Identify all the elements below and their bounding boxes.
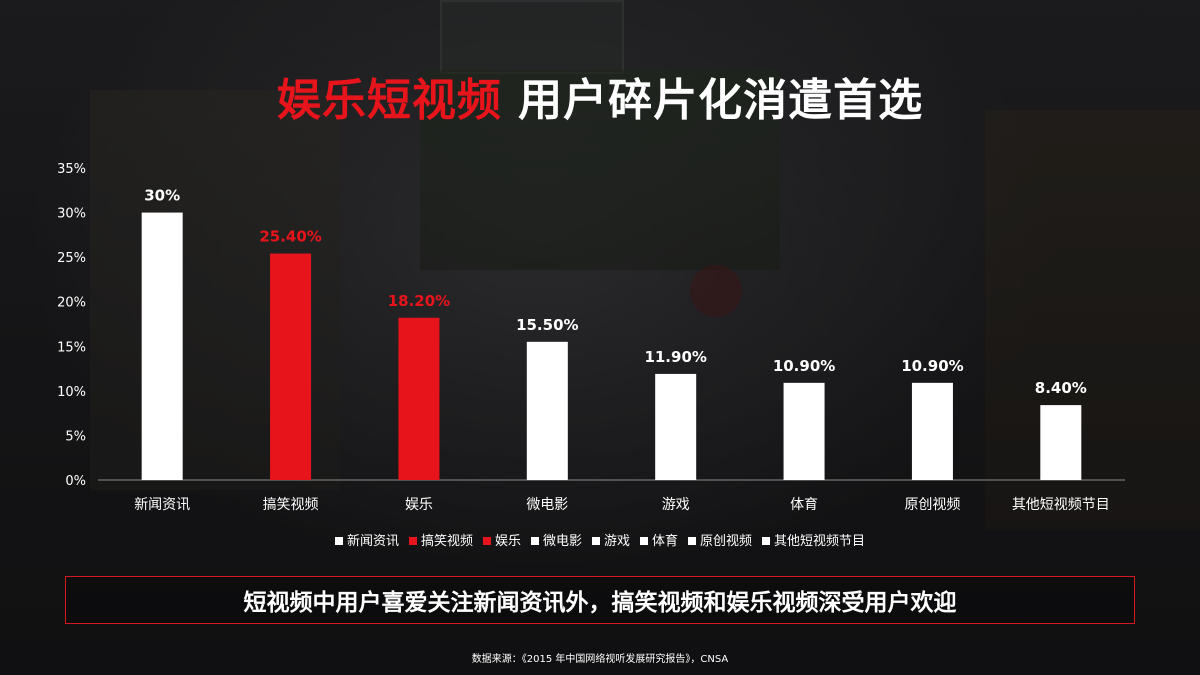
- x-category-label: 搞笑视频: [263, 497, 319, 513]
- bar-value-label: 8.40%: [1035, 379, 1087, 397]
- legend-item: 原创视频: [688, 530, 752, 549]
- bar-0: [141, 212, 183, 481]
- x-category-label: 体育: [790, 497, 818, 513]
- bar-6: [911, 382, 953, 480]
- bar-value-label: 25.40%: [259, 228, 321, 246]
- x-category-label: 原创视频: [904, 497, 960, 513]
- y-tick-label: 35%: [57, 162, 86, 177]
- data-source-note: 数据来源：《2015 年中国网络视听发展研究报告》，CNSA: [471, 654, 729, 665]
- legend-label: 体育: [652, 534, 679, 549]
- legend-item: 体育: [640, 530, 678, 549]
- bar-5: [783, 382, 825, 480]
- legend-swatch: [592, 536, 600, 545]
- legend-label: 其他短视频节目: [774, 534, 866, 549]
- street-sign: [440, 0, 624, 74]
- legend-label: 新闻资讯: [346, 534, 399, 549]
- legend-label: 搞笑视频: [420, 534, 473, 549]
- x-category-label: 娱乐: [405, 497, 433, 513]
- center-movie-poster: [420, 70, 780, 270]
- bar-7: [1040, 405, 1082, 480]
- y-tick-label: 20%: [57, 296, 86, 311]
- bar-3: [526, 341, 568, 480]
- legend-item: 娱乐: [482, 530, 521, 549]
- y-tick-label: 5%: [65, 429, 86, 444]
- legend-item: 搞笑视频: [408, 530, 473, 549]
- title-highlight: 娱乐短视频: [276, 75, 502, 126]
- legend-item: 其他短视频节目: [762, 530, 865, 549]
- legend-label: 微电影: [542, 534, 582, 549]
- bar-value-label: 18.20%: [388, 292, 450, 310]
- bar-value-label: 30%: [144, 187, 180, 205]
- bar-1: [270, 253, 312, 480]
- x-category-label: 新闻资讯: [134, 497, 190, 513]
- bar-value-label: 15.50%: [516, 316, 578, 334]
- y-tick-label: 10%: [57, 385, 86, 400]
- legend-item: 微电影: [530, 530, 582, 549]
- x-category-label: 其他短视频节目: [1012, 497, 1110, 513]
- x-category-label: 微电影: [526, 497, 568, 513]
- y-tick-label: 0%: [65, 474, 86, 489]
- legend-swatch: [762, 536, 771, 545]
- legend-swatch: [530, 536, 539, 545]
- x-category-label: 游戏: [662, 497, 690, 513]
- legend-swatch: [334, 536, 343, 545]
- legend-label: 游戏: [604, 534, 631, 549]
- callout-box: 短视频中用户喜爱关注新闻资讯外，搞笑视频和娱乐视频深受用户欢迎: [65, 576, 1135, 624]
- legend-swatch: [688, 536, 697, 545]
- title-rest: 用户碎片化消遣首选: [518, 75, 924, 126]
- bar-value-label: 11.90%: [644, 348, 706, 366]
- y-tick-label: 30%: [57, 207, 86, 222]
- y-tick-label: 25%: [57, 251, 86, 266]
- legend-item: 游戏: [592, 530, 630, 549]
- slide-title: 娱乐短视频 用户碎片化消遣首选: [0, 64, 1200, 128]
- y-tick-label: 15%: [57, 340, 86, 355]
- legend-item: 新闻资讯: [334, 530, 399, 549]
- bar-value-label: 10.90%: [773, 357, 835, 375]
- bar-value-label: 10.90%: [901, 357, 963, 375]
- legend-label: 娱乐: [494, 534, 521, 549]
- chart-legend: 新闻资讯 搞笑视频 娱乐 微电影 游戏 体育 原创视频 其他短视频节目: [0, 530, 1200, 549]
- callout-text: 短视频中用户喜爱关注新闻资讯外，搞笑视频和娱乐视频深受用户欢迎: [243, 590, 957, 616]
- legend-swatch: [408, 536, 417, 545]
- legend-swatch: [640, 536, 649, 545]
- bar-2: [398, 317, 440, 480]
- no-entry-sign: [690, 265, 742, 317]
- legend-label: 原创视频: [700, 534, 753, 549]
- bar-4: [655, 373, 697, 480]
- legend-swatch: [482, 536, 491, 545]
- right-movie-poster: [985, 110, 1200, 530]
